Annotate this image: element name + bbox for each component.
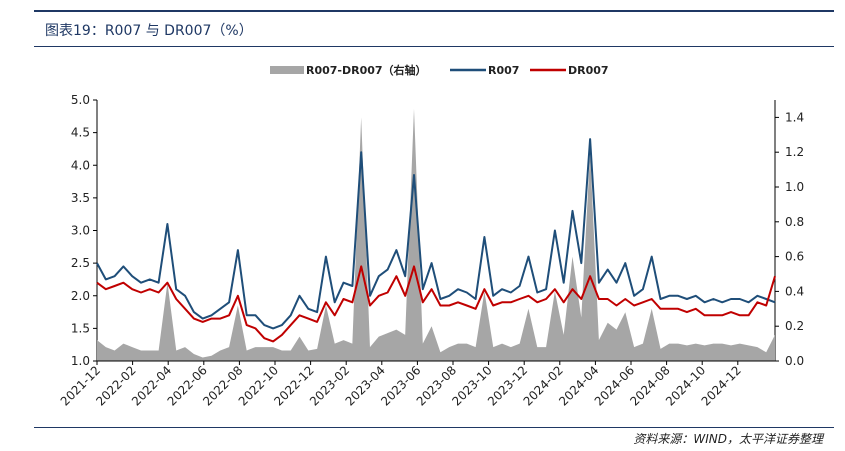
right-tick-label: 0.6 (785, 250, 804, 264)
legend-label-spread: R007-DR007（右轴） (306, 63, 427, 77)
x-axis: 2021-122022-022022-042022-062022-082022-… (58, 360, 775, 409)
right-tick-label: 1.2 (785, 145, 804, 159)
x-tick-label: 2024-12 (699, 363, 744, 408)
right-tick-label: 0.0 (785, 354, 804, 368)
left-tick-label: 5.0 (71, 93, 90, 107)
legend-swatch-spread (270, 66, 304, 74)
series-area-spread (97, 108, 775, 361)
source-note: 资料来源：WIND，太平洋证券整理 (633, 432, 823, 446)
header-separator (34, 46, 834, 47)
left-tick-label: 1.5 (71, 321, 90, 335)
left-tick-label: 4.5 (71, 126, 90, 140)
left-tick-label: 4.0 (71, 158, 90, 172)
left-tick-label: 2.5 (71, 256, 90, 270)
legend: R007-DR007（右轴） R007 DR007 (270, 63, 609, 77)
left-tick-label: 2.0 (71, 289, 90, 303)
left-tick-label: 1.0 (71, 354, 90, 368)
header-rule (34, 10, 834, 12)
right-axis: 0.0 0.2 0.4 0.6 0.8 1.0 1.2 1.4 (774, 100, 804, 368)
right-tick-label: 0.4 (785, 284, 804, 298)
legend-label-dr007: DR007 (568, 64, 609, 77)
left-axis: 1.0 1.5 2.0 2.5 3.0 3.5 4.0 4.5 5.0 (71, 93, 98, 368)
right-tick-label: 1.4 (785, 110, 804, 124)
right-tick-label: 0.2 (785, 319, 804, 333)
series-line-dr007 (96, 265, 776, 343)
left-tick-label: 3.0 (71, 224, 90, 238)
left-tick-label: 3.5 (71, 191, 90, 205)
footer-rule (34, 427, 834, 428)
legend-label-r007: R007 (488, 64, 519, 77)
series-line-r007 (96, 138, 776, 330)
chart-title: 图表19：R007 与 DR007（%） (45, 23, 253, 39)
right-tick-label: 1.0 (785, 180, 804, 194)
plot-area (96, 108, 776, 361)
right-tick-label: 0.8 (785, 215, 804, 229)
